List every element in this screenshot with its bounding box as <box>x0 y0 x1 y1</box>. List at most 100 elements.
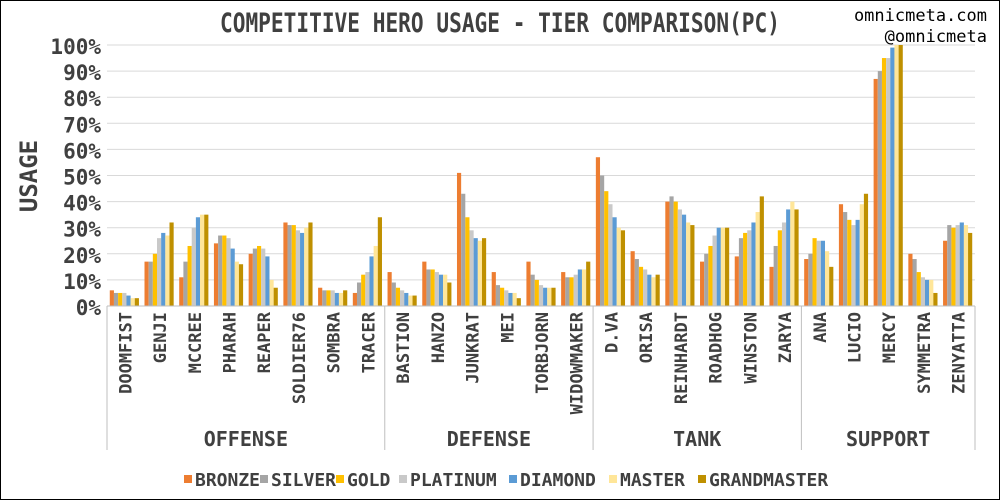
bar-silver-roadhog <box>704 253 709 306</box>
bar-silver-widowmaker <box>565 277 570 306</box>
y-tick-label: 20% <box>63 244 101 268</box>
bar-bronze-pharah <box>213 243 219 306</box>
x-tick-label: SOLDIER76 <box>290 312 310 404</box>
bar-bronze-torbjorn <box>526 261 531 306</box>
bar-silver-orisa <box>634 259 639 306</box>
bar-bronze-doomfist <box>109 290 114 306</box>
bar-diamond-junkrat <box>473 238 478 306</box>
legend-swatch-silver <box>260 475 268 483</box>
bar-silver-torbjorn <box>530 274 535 306</box>
bar-silver-mercy <box>877 71 882 306</box>
bar-platinum-genji <box>156 238 162 306</box>
bar-master-reinhardt <box>686 222 691 306</box>
bar-master-widowmaker <box>581 269 587 306</box>
bar-gold-hanzo <box>430 269 435 306</box>
bar-master-mercy <box>894 45 899 306</box>
bar-bronze-reaper <box>248 253 253 306</box>
bar-platinum-zarya <box>781 222 787 306</box>
bar-master-winston <box>755 212 760 306</box>
bar-diamond-symmetra <box>925 279 930 306</box>
bar-platinum-symmetra <box>920 277 926 306</box>
bar-platinum-roadhog <box>712 235 717 306</box>
bar-gold-symmetra <box>916 272 921 306</box>
bar-diamond-zarya <box>786 209 791 306</box>
bar-master-ana <box>825 251 830 306</box>
bar-diamond-zenyatta <box>959 222 964 306</box>
bar-grandmaster-hanzo <box>447 282 452 306</box>
bar-bronze-widowmaker <box>561 272 566 306</box>
bar-diamond-winston <box>751 222 756 306</box>
bar-gold-torbjorn <box>534 279 539 306</box>
legend-label-bronze: BRONZE <box>195 470 260 491</box>
bar-gold-reinhardt <box>673 201 678 306</box>
y-tick-label: 80% <box>63 87 101 111</box>
bar-grandmaster-roadhog <box>725 227 730 306</box>
x-tick-label: SOMBRA <box>325 312 345 373</box>
bar-bronze-dva <box>595 157 601 306</box>
x-tick-label: SYMMETRA <box>915 312 935 394</box>
bar-silver-zarya <box>773 245 778 306</box>
x-tick-label: ZENYATTA <box>950 312 970 394</box>
bar-platinum-mercy <box>886 58 891 306</box>
bar-gold-sombra <box>326 290 331 306</box>
bar-grandmaster-ana <box>829 266 834 306</box>
x-tick-label: ROADHOG <box>707 312 727 384</box>
x-tick-label: WIDOWMAKER <box>568 311 588 414</box>
bar-grandmaster-zarya <box>794 209 799 306</box>
y-tick-label: 70% <box>63 113 101 137</box>
bar-gold-junkrat <box>465 217 470 306</box>
bar-platinum-doomfist <box>122 292 127 306</box>
bar-silver-sombra <box>322 290 327 306</box>
bar-master-symmetra <box>929 279 934 306</box>
bar-gold-roadhog <box>708 245 713 306</box>
x-tick-label: PHARAH <box>221 312 241 373</box>
bar-diamond-ana <box>820 240 826 306</box>
bar-platinum-bastion <box>400 290 405 306</box>
bar-silver-pharah <box>218 235 223 306</box>
bar-master-orisa <box>651 277 656 306</box>
x-tick-label: LUCIO <box>845 312 865 363</box>
x-tick-label: ORISA <box>637 312 657 363</box>
bar-master-soldier76 <box>304 227 309 306</box>
bar-bronze-reinhardt <box>665 201 670 306</box>
bar-grandmaster-junkrat <box>481 238 487 306</box>
x-tick-label: MEI <box>498 312 518 343</box>
bar-gold-zarya <box>777 230 782 306</box>
bar-platinum-mccree <box>191 227 196 306</box>
bar-gold-reaper <box>256 245 262 306</box>
bar-diamond-reinhardt <box>681 214 687 306</box>
bar-diamond-reaper <box>265 256 270 306</box>
bar-gold-ana <box>812 238 817 306</box>
bar-master-dva <box>616 227 621 306</box>
legend-label-diamond: DIAMOND <box>520 470 596 491</box>
bar-diamond-orisa <box>647 274 652 306</box>
bar-platinum-soldier76 <box>295 230 301 306</box>
watermark-handle: @omnicmeta <box>885 27 987 47</box>
x-tick-label: HANZO <box>429 312 449 363</box>
bar-master-zenyatta <box>963 225 969 306</box>
bar-silver-tracer <box>356 282 362 306</box>
bar-gold-zenyatta <box>951 227 956 306</box>
x-tick-label: MCCREE <box>186 312 206 373</box>
y-axis-label: USAGE <box>15 140 43 212</box>
bar-grandmaster-mei <box>516 298 521 306</box>
bar-gold-doomfist <box>118 292 123 306</box>
bar-silver-zenyatta <box>947 225 952 306</box>
bar-platinum-pharah <box>226 238 231 306</box>
bar-platinum-reinhardt <box>677 209 682 306</box>
bar-silver-lucio <box>843 212 848 306</box>
bar-master-zarya <box>790 201 795 306</box>
legend-label-gold: GOLD <box>347 470 391 491</box>
bar-platinum-hanzo <box>434 272 439 306</box>
bar-gold-widowmaker <box>569 277 574 306</box>
bar-bronze-mccree <box>179 277 184 306</box>
bar-silver-doomfist <box>113 292 119 306</box>
bar-grandmaster-pharah <box>238 264 244 306</box>
bar-platinum-junkrat <box>469 230 474 306</box>
bar-platinum-winston <box>747 230 752 306</box>
bar-platinum-dva <box>608 204 613 306</box>
bar-grandmaster-mccree <box>204 214 209 306</box>
bar-master-junkrat <box>477 240 482 306</box>
bar-platinum-ana <box>816 240 821 306</box>
bar-silver-dva <box>600 175 605 306</box>
